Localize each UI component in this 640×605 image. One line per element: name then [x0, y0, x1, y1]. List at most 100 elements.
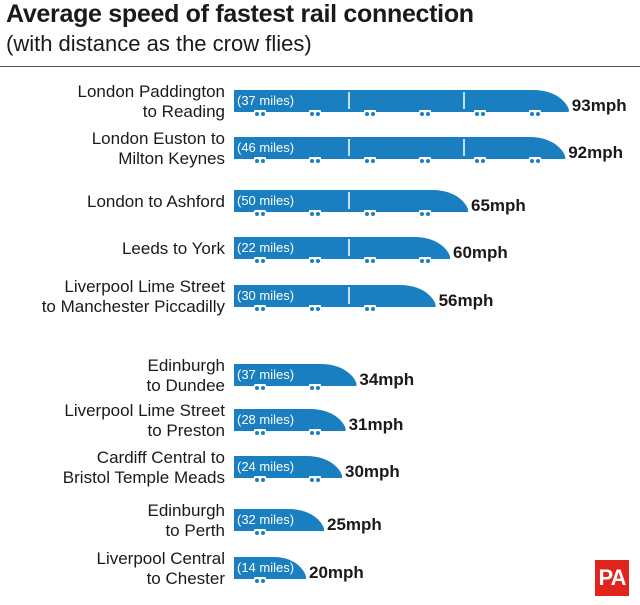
distance-label: (30 miles): [237, 288, 294, 303]
speed-bar: [234, 557, 306, 579]
wheel: [316, 307, 320, 311]
wheel: [316, 386, 320, 390]
wheel: [316, 259, 320, 263]
route-label: to Reading: [143, 102, 225, 121]
wheel: [426, 212, 430, 216]
wheel: [371, 259, 375, 263]
wheel: [255, 307, 259, 311]
wheel: [255, 212, 259, 216]
wheel: [310, 212, 314, 216]
wheel: [310, 386, 314, 390]
distance-label: (46 miles): [237, 140, 294, 155]
wheel: [475, 112, 479, 116]
wheel: [316, 431, 320, 435]
wheel: [371, 212, 375, 216]
wheel: [536, 159, 540, 163]
speed-bar: [234, 456, 342, 478]
wheel: [371, 159, 375, 163]
wheel: [255, 478, 259, 482]
route-label: Liverpool Lime Street: [64, 401, 225, 420]
speed-bar: [234, 137, 566, 159]
speed-value-label: 34mph: [359, 370, 414, 389]
route-label: to Dundee: [147, 376, 225, 395]
wheel: [420, 159, 424, 163]
route-label: to Manchester Piccadilly: [42, 297, 226, 316]
wheel: [530, 112, 534, 116]
speed-value-label: 20mph: [309, 563, 364, 582]
wheel: [316, 212, 320, 216]
wheel: [261, 531, 265, 535]
route-label: Edinburgh: [147, 501, 225, 520]
wheel: [310, 112, 314, 116]
wheel: [530, 159, 534, 163]
wheel: [426, 259, 430, 263]
wheel: [371, 307, 375, 311]
wheel: [255, 531, 259, 535]
wheel: [365, 159, 369, 163]
pa-logo: PA: [595, 560, 629, 596]
wheel: [426, 159, 430, 163]
wheel: [365, 259, 369, 263]
wheel: [255, 259, 259, 263]
title-divider: [0, 66, 640, 67]
route-label: Cardiff Central to: [97, 448, 225, 467]
wheel: [481, 159, 485, 163]
speed-bar: [234, 90, 569, 112]
wheel: [310, 259, 314, 263]
route-label: London Euston to: [92, 129, 225, 148]
speed-value-label: 93mph: [572, 96, 627, 115]
wheel: [316, 112, 320, 116]
wheel: [261, 212, 265, 216]
wheel: [310, 307, 314, 311]
speed-value-label: 31mph: [349, 415, 404, 434]
route-label: to Chester: [147, 569, 226, 588]
distance-label: (14 miles): [237, 560, 294, 575]
speed-value-label: 65mph: [471, 196, 526, 215]
route-label: Liverpool Lime Street: [64, 277, 225, 296]
bar-row: Leeds to York (22 miles) 60mph: [122, 237, 508, 263]
speed-bar: [234, 285, 436, 307]
speed-bar: [234, 409, 346, 431]
wheel: [261, 159, 265, 163]
wheel: [371, 112, 375, 116]
wheel: [255, 386, 259, 390]
wheel: [310, 431, 314, 435]
wheel: [365, 212, 369, 216]
speed-value-label: 25mph: [327, 515, 382, 534]
wheel: [255, 579, 259, 583]
speed-value-label: 60mph: [453, 243, 508, 262]
route-label: London Paddington: [78, 82, 225, 101]
wheel: [420, 259, 424, 263]
wheel: [310, 478, 314, 482]
wheel: [316, 159, 320, 163]
speed-value-label: 30mph: [345, 462, 400, 481]
route-label: Leeds to York: [122, 239, 226, 258]
chart-title: Average speed of fastest rail connection: [6, 0, 474, 28]
distance-label: (22 miles): [237, 240, 294, 255]
speed-bar: [234, 237, 450, 259]
wheel: [255, 159, 259, 163]
wheel: [261, 478, 265, 482]
wheel: [255, 112, 259, 116]
route-label: Edinburgh: [147, 356, 225, 375]
route-label: to Perth: [165, 521, 225, 540]
wheel: [261, 386, 265, 390]
route-label: Bristol Temple Meads: [63, 468, 225, 487]
distance-label: (50 miles): [237, 193, 294, 208]
route-label: to Preston: [148, 421, 226, 440]
wheel: [365, 112, 369, 116]
wheel: [261, 579, 265, 583]
wheel: [420, 212, 424, 216]
speed-value-label: 56mph: [439, 291, 494, 310]
distance-label: (24 miles): [237, 459, 294, 474]
wheel: [475, 159, 479, 163]
wheel: [261, 431, 265, 435]
